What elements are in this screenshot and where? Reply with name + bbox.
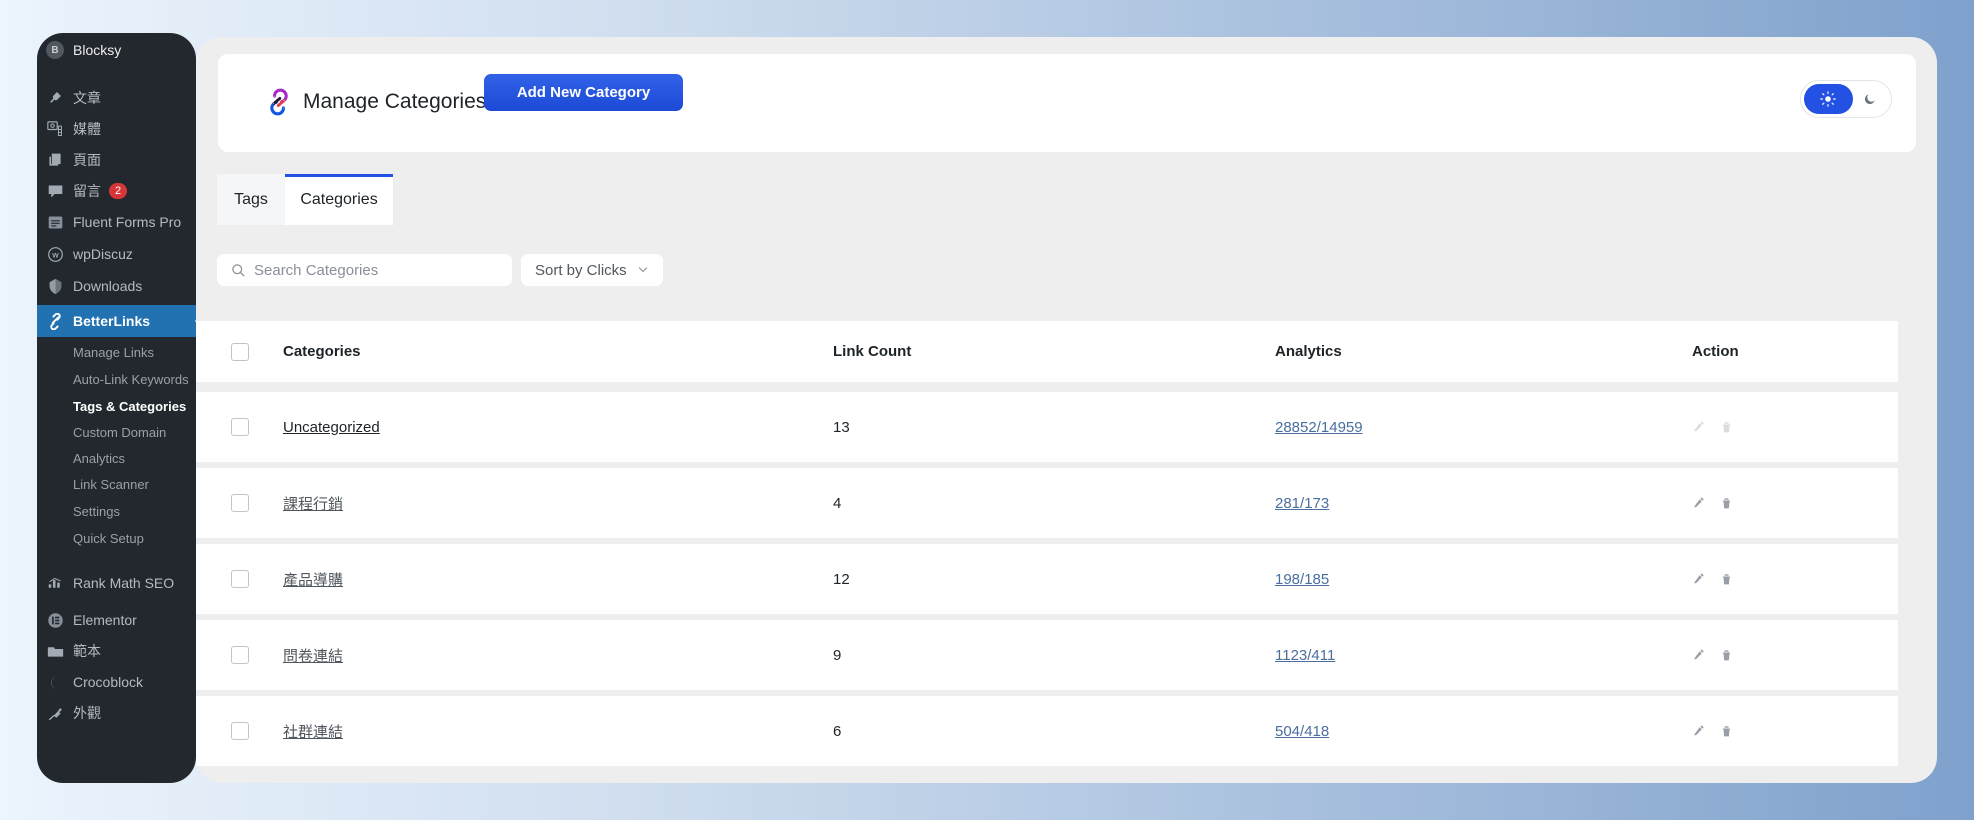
svg-text:W: W (52, 252, 59, 259)
